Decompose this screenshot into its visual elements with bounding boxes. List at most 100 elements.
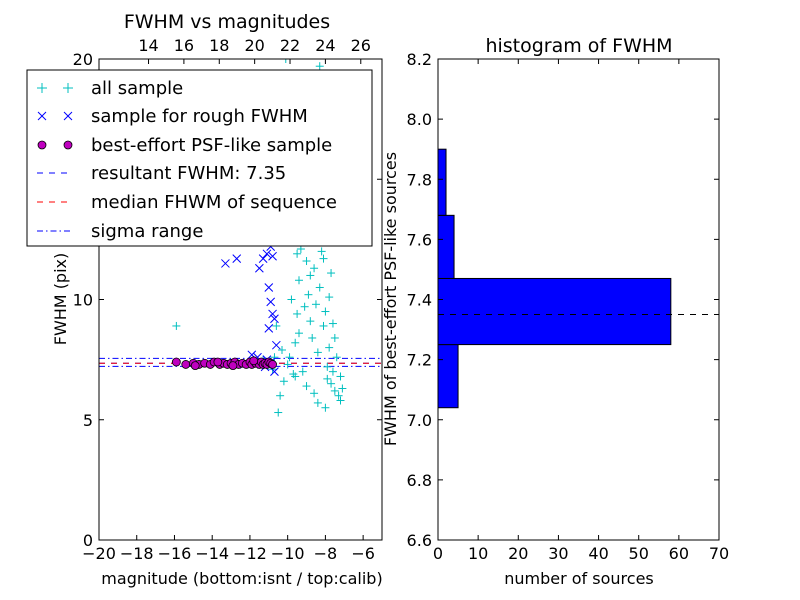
all-sample-point xyxy=(315,283,324,292)
all-sample-point xyxy=(321,403,330,412)
x-tick-label: −12 xyxy=(233,544,267,563)
x-tick-label: 10 xyxy=(468,544,488,563)
legend-item-resultant-fwhm: resultant FWHM: 7.35 xyxy=(37,163,286,184)
all-sample-point xyxy=(334,391,343,400)
y-tick-label: 7.4 xyxy=(407,291,432,310)
all-sample-point xyxy=(172,321,181,330)
legend-marker-circle xyxy=(63,140,73,150)
all-sample-point xyxy=(291,338,300,347)
all-sample-point xyxy=(319,321,328,330)
y-tick-label: 8.2 xyxy=(407,50,432,69)
all-sample-point xyxy=(315,62,324,71)
all-sample-point xyxy=(281,59,290,63)
top-tick-label: 24 xyxy=(315,36,335,55)
top-tick-label: 26 xyxy=(351,36,371,55)
psf-sample-point xyxy=(268,360,277,369)
right-plot-area xyxy=(437,148,719,409)
y-tick-label: 7.2 xyxy=(407,351,432,370)
legend-marker-circle xyxy=(37,140,47,150)
top-tick-label: 14 xyxy=(138,36,158,55)
histogram-bar xyxy=(437,214,455,279)
y-tick-label: 6.6 xyxy=(407,531,432,550)
legend-label-resultant-fwhm: resultant FWHM: 7.35 xyxy=(91,163,286,184)
all-sample-point xyxy=(291,372,300,381)
x-tick-label: −16 xyxy=(158,544,192,563)
y-tick-label: 7.8 xyxy=(407,170,432,189)
all-sample-point xyxy=(294,276,303,285)
rough-sample-point xyxy=(266,297,276,307)
x-tick-label: 30 xyxy=(548,544,568,563)
y-tick-label: 8.0 xyxy=(407,110,432,129)
rough-sample-point xyxy=(270,367,279,377)
y-tick-label: 10 xyxy=(73,291,93,310)
legend-item-all-sample: all sample xyxy=(37,78,183,99)
all-sample-point xyxy=(328,319,337,328)
all-sample-point xyxy=(304,290,313,299)
all-sample-point xyxy=(325,343,334,352)
all-sample-point xyxy=(325,293,334,302)
rough-sample-point xyxy=(255,263,264,273)
all-sample-point xyxy=(330,333,339,342)
all-sample-point xyxy=(279,377,288,386)
psf-sample-point xyxy=(249,356,259,366)
legend-label-psf-sample: best-effort PSF-like sample xyxy=(91,135,332,156)
all-sample-point xyxy=(338,384,347,393)
left-title: FWHM vs magnitudes xyxy=(124,11,330,33)
all-sample-point xyxy=(310,389,319,398)
all-sample-point xyxy=(293,249,302,258)
psf-sample-point xyxy=(228,361,238,371)
all-sample-point xyxy=(327,269,336,278)
all-sample-point xyxy=(293,309,302,318)
legend-label-sigma-range: sigma range xyxy=(91,221,203,242)
all-sample-point xyxy=(327,379,336,388)
x-tick-label: −10 xyxy=(271,544,305,563)
left-y-axis-label: FWHM (pix) xyxy=(51,253,70,346)
legend-box xyxy=(26,69,373,247)
psf-sample-point xyxy=(181,360,191,369)
all-sample-point xyxy=(332,353,341,362)
all-sample-point xyxy=(313,348,322,357)
rough-sample-point xyxy=(268,251,277,261)
y-tick-label: 5 xyxy=(83,411,93,430)
legend-marker-plus xyxy=(37,83,73,93)
all-sample-point xyxy=(302,257,311,266)
all-sample-point xyxy=(323,374,332,383)
all-sample-point xyxy=(323,362,332,371)
fwhm-vs-magnitude-panel: FWHM vs magnitudes −20 −18 −16 −14 −12 −10 −8−… xyxy=(26,11,383,588)
all-sample-point xyxy=(310,264,319,273)
all-sample-point xyxy=(313,398,322,407)
y-tick-label: 20 xyxy=(73,50,93,69)
x-tick-label: −20 xyxy=(82,544,116,563)
histogram-bar xyxy=(437,344,459,409)
all-sample-point xyxy=(287,295,296,304)
all-sample-point xyxy=(285,353,294,362)
x-tick-label: 60 xyxy=(669,544,689,563)
all-sample-point xyxy=(308,333,317,342)
legend-label-rough-sample: sample for rough FWHM xyxy=(91,106,308,127)
legend-label-median-fwhm: median FHWM of sequence xyxy=(91,192,337,213)
all-sample-point xyxy=(317,247,326,256)
legend-marker-x xyxy=(37,111,73,121)
rough-sample-point xyxy=(221,259,230,268)
top-tick-label: 18 xyxy=(209,36,229,55)
x-tick-label: 70 xyxy=(709,544,729,563)
rough-sample-point xyxy=(268,309,277,319)
all-sample-point xyxy=(274,408,283,417)
histogram-bar xyxy=(437,148,447,216)
top-tick-label: 22 xyxy=(280,36,300,55)
legend-item-median-fwhm: median FHWM of sequence xyxy=(37,192,337,213)
x-tick-label: 40 xyxy=(588,544,608,563)
all-sample-point xyxy=(272,321,281,330)
x-tick-label: −8 xyxy=(314,544,338,563)
left-x-axis-label: magnitude (bottom:isnt / top:calib) xyxy=(101,569,382,588)
all-sample-point xyxy=(319,254,328,263)
psf-sample-point xyxy=(213,357,223,367)
top-tick-label: 20 xyxy=(244,36,264,55)
all-sample-point xyxy=(294,329,303,338)
top-tick-label: 16 xyxy=(174,36,194,55)
all-sample-point xyxy=(270,353,279,362)
y-tick-label: 7.0 xyxy=(407,411,432,430)
histogram-panel: histogram of FWHM 0 10 20 30 40 50 60 70 6.6 6.8 7… xyxy=(381,35,729,588)
all-sample-point xyxy=(302,382,311,391)
